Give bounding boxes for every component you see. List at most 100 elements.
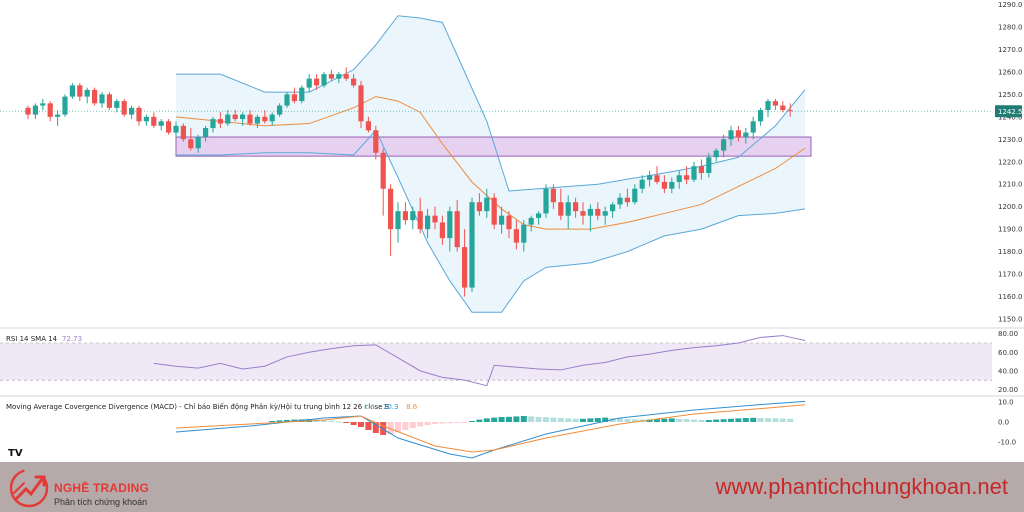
candle bbox=[499, 215, 505, 225]
candle bbox=[484, 197, 490, 212]
macd-value: 10.3 bbox=[383, 403, 399, 411]
macd-histogram-bar bbox=[646, 419, 653, 422]
candle bbox=[521, 224, 527, 243]
candle bbox=[195, 137, 201, 149]
price-tick-label: 1290.0 bbox=[998, 1, 1023, 9]
macd-histogram-bar bbox=[395, 422, 401, 432]
candle bbox=[136, 107, 142, 122]
candle bbox=[306, 78, 312, 88]
candle bbox=[269, 114, 275, 122]
macd-histogram-bar bbox=[713, 419, 720, 422]
macd-histogram-bar bbox=[557, 418, 564, 422]
macd-histogram-bar bbox=[779, 418, 786, 422]
candle bbox=[277, 105, 283, 115]
candle bbox=[639, 179, 645, 189]
macd-histogram-bar bbox=[476, 419, 483, 422]
candle bbox=[247, 114, 253, 124]
candle bbox=[595, 208, 601, 216]
trading-chart[interactable]: 1290.0 1280.0 1270.0 1260.0 1250.0 1240.0 1230… bbox=[0, 0, 1024, 462]
macd-histogram-bar bbox=[624, 418, 631, 422]
macd-histogram-bar bbox=[491, 417, 498, 422]
macd-histogram-bar bbox=[602, 417, 609, 422]
candle bbox=[573, 202, 579, 212]
price-tick-label: 1200.0 bbox=[998, 203, 1023, 211]
rsi-tick-label: 40.00 bbox=[998, 367, 1018, 375]
candle bbox=[565, 202, 571, 216]
candle bbox=[114, 101, 120, 108]
candle bbox=[758, 110, 764, 122]
candle bbox=[254, 116, 260, 124]
site-url[interactable]: www.phantichchungkhoan.net bbox=[715, 474, 1008, 499]
macd-histogram-bar bbox=[446, 422, 453, 424]
candle bbox=[439, 222, 445, 239]
candle bbox=[691, 166, 697, 180]
candle bbox=[217, 119, 223, 124]
macd-histogram-bar bbox=[691, 419, 697, 422]
candle bbox=[232, 114, 238, 120]
macd-histogram-bar bbox=[661, 418, 668, 422]
candle bbox=[713, 150, 719, 158]
candle bbox=[580, 211, 586, 216]
macd-histogram-bar bbox=[483, 418, 490, 422]
candle bbox=[698, 166, 704, 173]
candle bbox=[462, 247, 468, 288]
candle bbox=[765, 101, 771, 111]
candle bbox=[225, 114, 231, 124]
candle bbox=[780, 105, 786, 111]
tradingview-logo[interactable]: TV bbox=[8, 448, 23, 459]
candle bbox=[513, 229, 519, 243]
macd-histogram-bar bbox=[372, 422, 379, 433]
chart-svg[interactable]: 1290.0 1280.0 1270.0 1260.0 1250.0 1240.0 1230… bbox=[0, 0, 1024, 462]
macd-histogram-bar bbox=[572, 418, 579, 422]
macd-histogram-bar bbox=[513, 416, 520, 422]
candle bbox=[624, 197, 630, 203]
macd-histogram-bar bbox=[631, 419, 638, 422]
rsi-value: 72.73 bbox=[62, 335, 82, 343]
candle bbox=[69, 85, 75, 97]
candle bbox=[106, 94, 112, 108]
macd-histogram-bar bbox=[676, 418, 683, 422]
candle bbox=[210, 119, 216, 129]
candle bbox=[402, 211, 408, 221]
macd-histogram-bar bbox=[439, 422, 446, 424]
candle bbox=[432, 215, 438, 223]
candle bbox=[706, 157, 712, 173]
macd-histogram-bar bbox=[720, 419, 727, 422]
macd-histogram-bar bbox=[698, 420, 705, 422]
candle bbox=[454, 211, 460, 248]
candle bbox=[602, 211, 608, 216]
macd-tick-label: 10.0 bbox=[998, 399, 1014, 407]
macd-histogram-bar bbox=[528, 416, 535, 422]
rsi-tick-label: 20.00 bbox=[998, 386, 1018, 394]
macd-histogram-bar bbox=[506, 416, 512, 422]
candle bbox=[240, 114, 246, 120]
candle bbox=[291, 94, 297, 102]
macd-histogram-bar bbox=[742, 418, 749, 422]
macd-histogram-bar bbox=[543, 417, 549, 422]
candle bbox=[62, 96, 68, 115]
candle bbox=[654, 175, 660, 182]
candle bbox=[380, 152, 386, 189]
candle bbox=[173, 125, 179, 133]
candle bbox=[284, 94, 290, 106]
candle bbox=[92, 89, 98, 104]
candle bbox=[721, 139, 727, 151]
macd-histogram-bar bbox=[276, 420, 283, 422]
candle bbox=[617, 197, 623, 205]
macd-title: Moving Average Covergence Divergence (MA… bbox=[6, 403, 389, 411]
candle bbox=[676, 175, 682, 182]
candle bbox=[506, 215, 512, 230]
candle bbox=[336, 74, 342, 79]
candle bbox=[351, 78, 357, 86]
macd-histogram-bar bbox=[343, 422, 350, 423]
candle bbox=[787, 110, 793, 112]
price-tick-label: 1150.0 bbox=[998, 316, 1023, 324]
macd-histogram-bar bbox=[580, 418, 586, 422]
candle bbox=[491, 197, 497, 225]
candle bbox=[395, 211, 401, 230]
macd-histogram-bar bbox=[765, 418, 771, 422]
candle bbox=[321, 74, 327, 86]
price-tick-label: 1230.0 bbox=[998, 136, 1023, 144]
candle bbox=[143, 116, 149, 122]
macd-histogram-bar bbox=[402, 422, 409, 430]
